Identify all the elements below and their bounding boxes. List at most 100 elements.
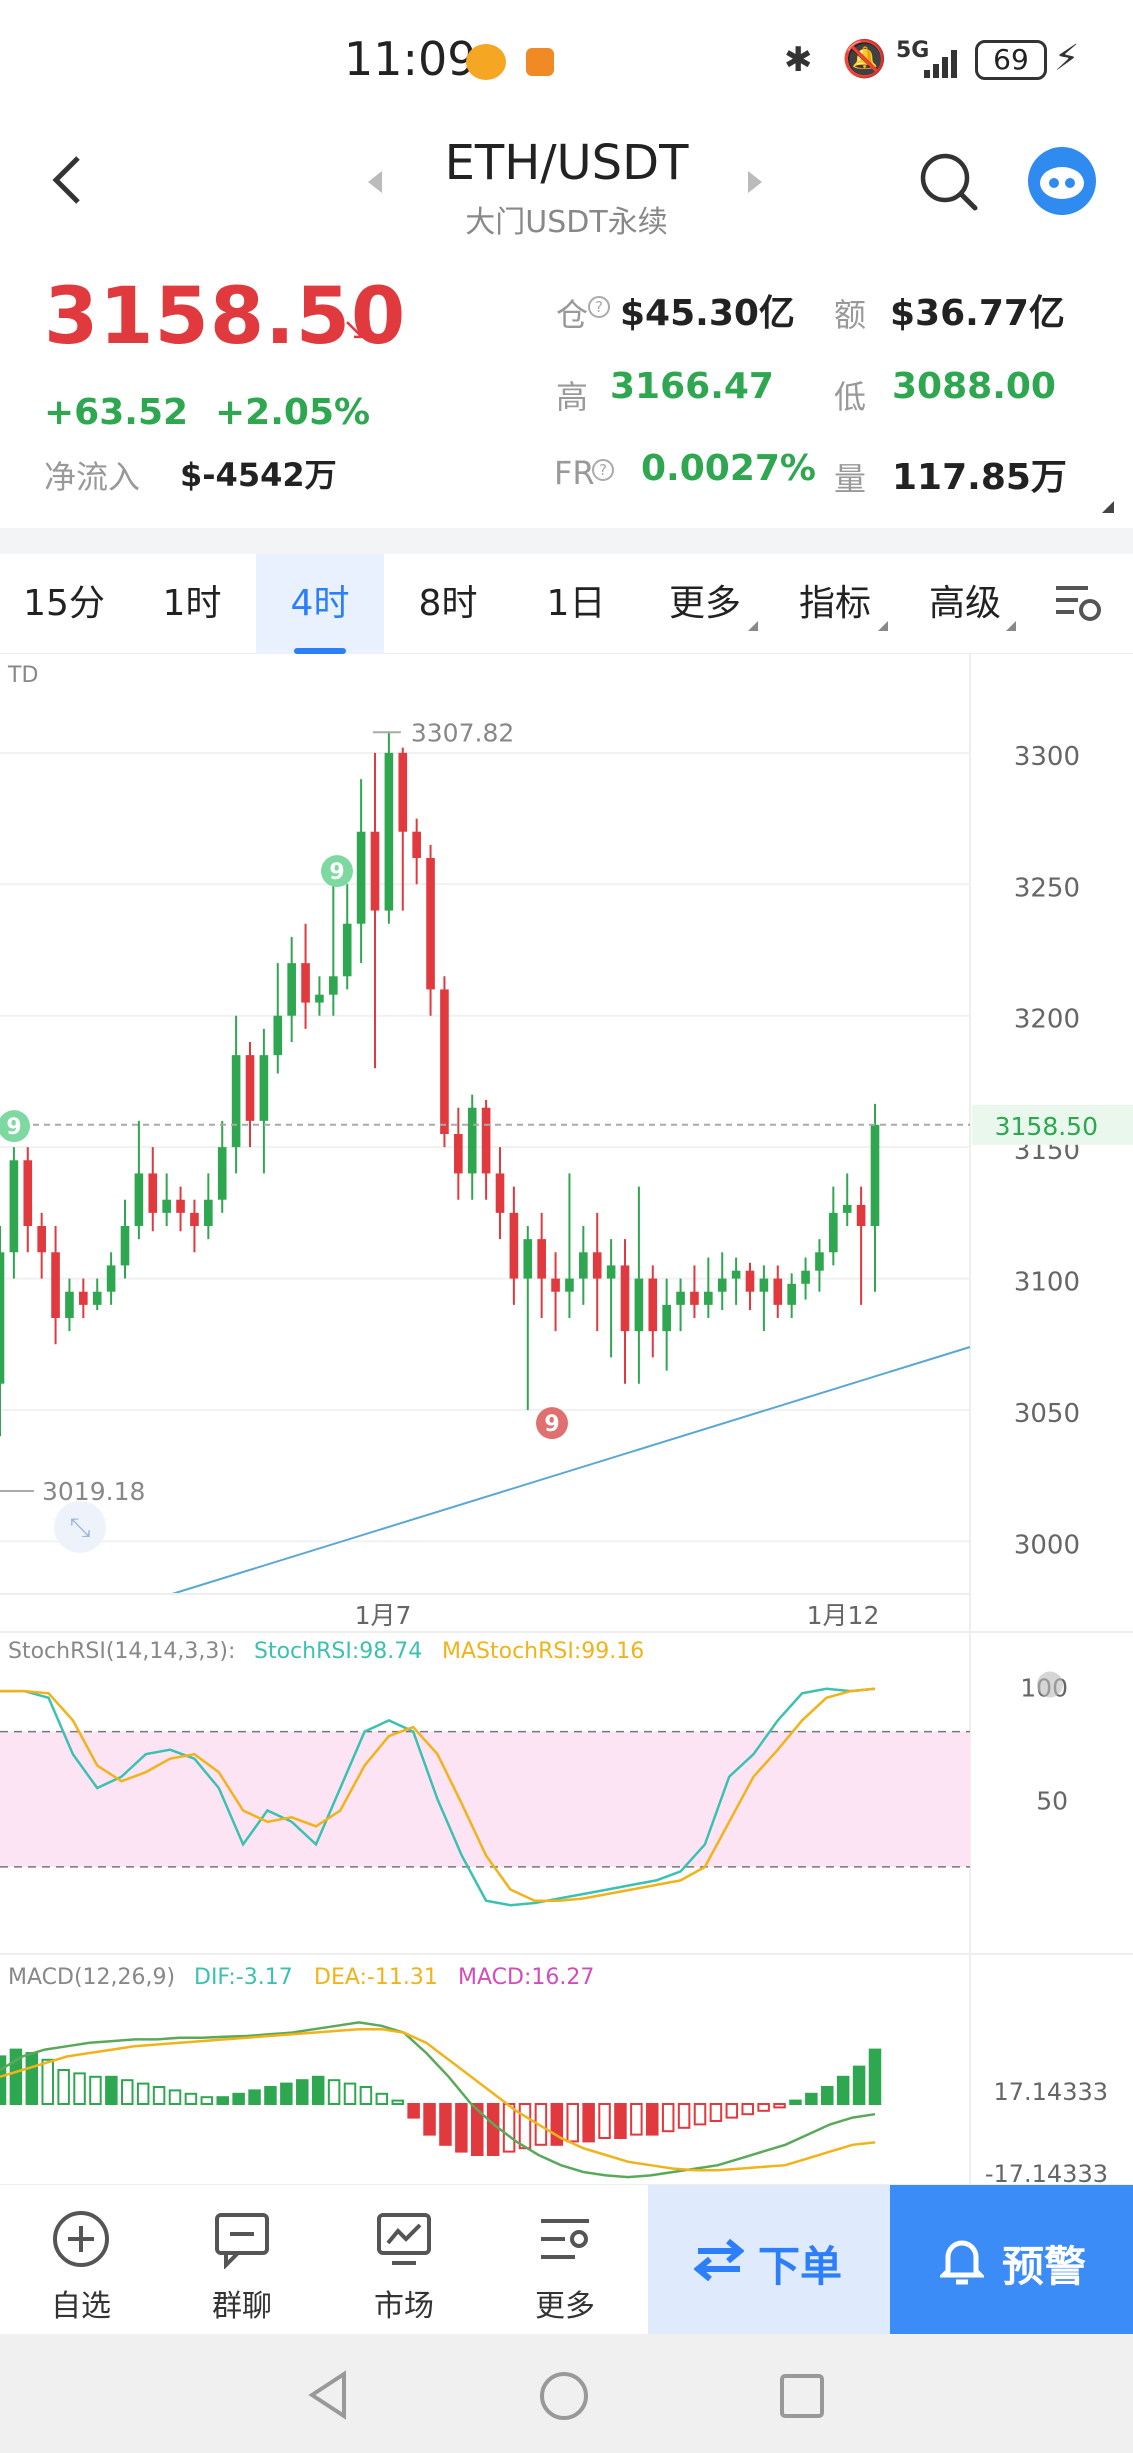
pair-header: ETH/USDT 大门USDT永续 xyxy=(0,125,1133,265)
td-marker-label: 9 xyxy=(544,1412,559,1437)
candle-body xyxy=(315,994,324,1003)
chart-settings-icon[interactable] xyxy=(1052,582,1104,626)
candle-body xyxy=(106,1265,116,1292)
td-marker xyxy=(536,1407,568,1440)
macd-bar xyxy=(852,2065,866,2105)
candle-body xyxy=(329,976,338,995)
zoom-icon-bg xyxy=(54,1501,106,1553)
candle-body xyxy=(537,1239,546,1279)
nav-watchlist[interactable]: 自选 xyxy=(6,2185,156,2335)
candle-body xyxy=(565,1278,574,1292)
bottom-nav: 自选 群聊 市场 更多 下单 预警 xyxy=(0,2184,1133,2335)
macd-bar xyxy=(582,2103,595,2143)
y-tick-label: 3300 xyxy=(1014,742,1080,772)
candle-body xyxy=(231,1055,241,1148)
tab-more[interactable]: 更多 xyxy=(668,583,741,624)
candle-body xyxy=(370,831,380,911)
macd-bar xyxy=(550,2103,564,2146)
macd-bar xyxy=(598,2103,611,2139)
prev-pair-icon[interactable] xyxy=(366,167,386,197)
candle-body xyxy=(634,1278,644,1332)
price-alert-button[interactable]: 预警 xyxy=(890,2185,1133,2335)
tab-advanced[interactable]: 高级 xyxy=(928,583,1001,624)
last-price-badge xyxy=(972,1104,1133,1145)
stoch-y-tick: 50 xyxy=(1036,1786,1068,1815)
candle-body xyxy=(773,1278,783,1305)
y-tick-label: 3100 xyxy=(1014,1268,1080,1298)
candle-body xyxy=(592,1252,602,1279)
pair-title[interactable]: ETH/USDT xyxy=(444,135,689,191)
price-down-arrow-icon: ↘ xyxy=(342,312,368,347)
system-back-icon[interactable] xyxy=(306,2370,350,2420)
candle-body xyxy=(190,1212,199,1226)
chart-area[interactable]: 3300 3250 3200 3150 3100 3050 3000 TD 3158.50 330… xyxy=(0,654,1133,2188)
net-inflow-value: $-4542万 xyxy=(180,456,337,494)
candle-body xyxy=(509,1212,519,1279)
candle-body xyxy=(648,1278,658,1332)
td-marker xyxy=(0,1110,30,1143)
system-recents-icon[interactable] xyxy=(778,2372,826,2420)
search-icon[interactable] xyxy=(918,151,980,213)
candle-body xyxy=(745,1270,755,1292)
volume-label: 量 xyxy=(834,460,867,498)
expand-corner-icon[interactable] xyxy=(1102,498,1114,513)
stoch-legend-name: StochRSI(14,14,3,3): xyxy=(8,1639,235,1664)
nav-more-label: 更多 xyxy=(535,2289,595,2324)
stoch-handle xyxy=(1037,1671,1063,1698)
zoom-icon: ⤡ xyxy=(70,1513,91,1543)
stoch-band xyxy=(0,1731,970,1867)
tab-8h[interactable]: 8时 xyxy=(418,583,478,624)
tab-1d[interactable]: 1日 xyxy=(546,583,606,624)
td-marker xyxy=(321,855,353,888)
candle-body xyxy=(440,989,449,1134)
macd-bar xyxy=(311,2075,325,2106)
macd-y-tick: -17.14333 xyxy=(985,2160,1108,2184)
macd-bar xyxy=(264,2086,277,2105)
macd-bar xyxy=(805,2092,818,2106)
tab-4h[interactable]: 4时 xyxy=(256,554,384,654)
macd-bar xyxy=(296,2079,309,2105)
macd-bar xyxy=(168,2089,182,2106)
low-label: 低 xyxy=(834,378,867,416)
macd-bar xyxy=(0,2055,7,2106)
robot-avatar-icon[interactable] xyxy=(1028,147,1096,215)
macd-bar xyxy=(9,2048,23,2105)
fr-info-icon[interactable]: ? xyxy=(592,459,614,481)
oi-label: 仓 xyxy=(556,296,589,334)
system-home-icon[interactable] xyxy=(538,2370,590,2422)
candle-body xyxy=(287,963,296,1016)
bell-icon xyxy=(940,2240,984,2285)
candle-body xyxy=(120,1226,130,1266)
macd-bar xyxy=(455,2103,468,2153)
candle-body xyxy=(259,1055,269,1121)
trend-line xyxy=(171,1346,971,1595)
tab-indicators[interactable]: 指标 xyxy=(798,583,871,624)
nav-more[interactable]: 更多 xyxy=(490,2185,640,2335)
macd-legend-hist: MACD:16.27 xyxy=(458,1965,594,1990)
candle-body xyxy=(0,1252,5,1384)
candle-body xyxy=(523,1239,533,1279)
macd-bar xyxy=(836,2075,850,2106)
place-order-button[interactable]: 下单 xyxy=(648,2185,890,2335)
y-tick-label: 3200 xyxy=(1014,1005,1080,1035)
nav-market[interactable]: 市场 xyxy=(329,2185,479,2335)
nav-group-chat[interactable]: 群聊 xyxy=(167,2185,317,2335)
macd-bar xyxy=(423,2103,436,2136)
macd-bar xyxy=(216,2096,229,2105)
tab-15m[interactable]: 15分 xyxy=(23,583,105,624)
macd-bar xyxy=(41,2058,54,2106)
back-icon[interactable] xyxy=(48,150,88,210)
macd-y-tick: 17.14333 xyxy=(993,2078,1108,2106)
indicators-dropdown-icon xyxy=(878,616,888,631)
candle-body xyxy=(662,1304,671,1332)
candle-body xyxy=(704,1291,713,1305)
macd-legend-dif: DIF:-3.17 xyxy=(194,1965,293,1990)
chart-svg[interactable]: 3300325032003150310030503000TD3158.50330… xyxy=(0,654,1133,2188)
tab-1h[interactable]: 1时 xyxy=(162,583,222,624)
oi-info-icon[interactable]: ? xyxy=(588,296,610,318)
candle-body xyxy=(9,1160,19,1253)
candle-body xyxy=(495,1173,505,1213)
macd-bar xyxy=(677,2103,691,2129)
next-pair-icon[interactable] xyxy=(744,167,764,197)
candle-body xyxy=(815,1252,824,1271)
